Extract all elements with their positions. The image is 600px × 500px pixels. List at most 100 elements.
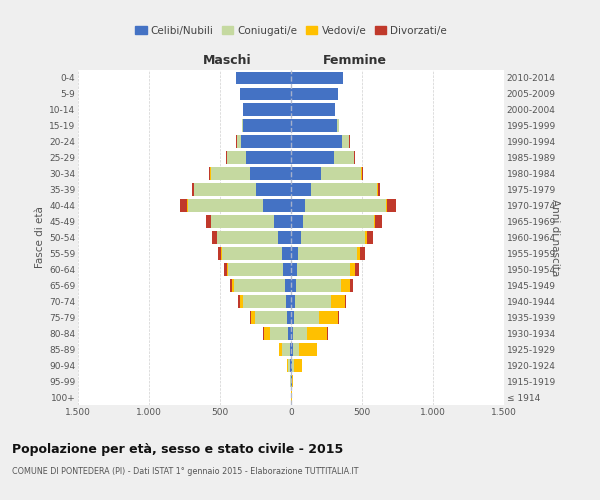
- Bar: [234, 279, 286, 291]
- Bar: [341, 279, 350, 291]
- Bar: [292, 358, 294, 372]
- Bar: [291, 295, 295, 308]
- Bar: [357, 247, 360, 260]
- Bar: [232, 279, 234, 291]
- Bar: [360, 247, 365, 260]
- Bar: [240, 88, 291, 101]
- Bar: [187, 199, 188, 212]
- Bar: [299, 343, 317, 355]
- Bar: [221, 247, 222, 260]
- Y-axis label: Anni di nascita: Anni di nascita: [550, 199, 560, 276]
- Bar: [305, 199, 386, 212]
- Text: COMUNE DI PONTEDERA (PI) - Dati ISTAT 1° gennaio 2015 - Elaborazione TUTTITALIA.: COMUNE DI PONTEDERA (PI) - Dati ISTAT 1°…: [12, 468, 359, 476]
- Bar: [243, 104, 291, 117]
- Bar: [279, 343, 282, 355]
- Bar: [345, 295, 346, 308]
- Bar: [288, 358, 290, 372]
- Bar: [238, 295, 239, 308]
- Bar: [386, 199, 388, 212]
- Bar: [228, 263, 283, 276]
- Bar: [286, 295, 291, 308]
- Bar: [291, 358, 292, 372]
- Bar: [362, 168, 363, 180]
- Bar: [242, 120, 243, 132]
- Bar: [307, 327, 327, 340]
- Bar: [274, 215, 291, 228]
- Bar: [192, 184, 194, 196]
- Bar: [291, 231, 301, 244]
- Bar: [355, 263, 359, 276]
- Bar: [388, 199, 396, 212]
- Bar: [296, 279, 341, 291]
- Bar: [286, 279, 291, 291]
- Bar: [290, 358, 291, 372]
- Bar: [282, 343, 290, 355]
- Bar: [227, 152, 245, 164]
- Bar: [283, 263, 291, 276]
- Bar: [311, 184, 377, 196]
- Bar: [377, 184, 380, 196]
- Bar: [211, 168, 250, 180]
- Bar: [209, 168, 211, 180]
- Bar: [319, 311, 338, 324]
- Bar: [291, 247, 298, 260]
- Text: Maschi: Maschi: [203, 54, 251, 68]
- Bar: [291, 199, 305, 212]
- Bar: [301, 231, 365, 244]
- Bar: [211, 215, 274, 228]
- Bar: [227, 263, 228, 276]
- Bar: [278, 231, 291, 244]
- Bar: [293, 327, 307, 340]
- Bar: [334, 152, 354, 164]
- Bar: [374, 215, 375, 228]
- Bar: [271, 327, 288, 340]
- Bar: [291, 136, 342, 148]
- Bar: [294, 358, 302, 372]
- Bar: [295, 295, 331, 308]
- Bar: [331, 295, 345, 308]
- Text: Popolazione per età, sesso e stato civile - 2015: Popolazione per età, sesso e stato civil…: [12, 442, 343, 456]
- Bar: [327, 327, 328, 340]
- Bar: [291, 72, 343, 85]
- Bar: [291, 168, 321, 180]
- Bar: [206, 215, 211, 228]
- Bar: [230, 279, 232, 291]
- Bar: [226, 152, 227, 164]
- Bar: [298, 247, 357, 260]
- Bar: [342, 136, 349, 148]
- Bar: [264, 327, 271, 340]
- Bar: [291, 104, 335, 117]
- Bar: [367, 231, 373, 244]
- Bar: [290, 343, 291, 355]
- Bar: [236, 72, 291, 85]
- Bar: [350, 263, 355, 276]
- Bar: [338, 311, 339, 324]
- Bar: [365, 231, 367, 244]
- Bar: [321, 168, 361, 180]
- Bar: [188, 199, 263, 212]
- Bar: [217, 231, 278, 244]
- Bar: [250, 168, 291, 180]
- Bar: [243, 295, 286, 308]
- Bar: [291, 152, 334, 164]
- Bar: [291, 215, 304, 228]
- Bar: [239, 295, 243, 308]
- Bar: [287, 358, 288, 372]
- Bar: [287, 311, 291, 324]
- Bar: [251, 311, 255, 324]
- Legend: Celibi/Nubili, Coniugati/e, Vedovi/e, Divorzati/e: Celibi/Nubili, Coniugati/e, Vedovi/e, Di…: [131, 22, 451, 40]
- Bar: [288, 327, 291, 340]
- Bar: [180, 199, 187, 212]
- Bar: [224, 263, 227, 276]
- Bar: [212, 231, 217, 244]
- Text: Femmine: Femmine: [323, 54, 387, 68]
- Bar: [291, 327, 293, 340]
- Bar: [194, 184, 256, 196]
- Bar: [243, 120, 291, 132]
- Bar: [237, 136, 241, 148]
- Bar: [375, 215, 382, 228]
- Bar: [294, 311, 319, 324]
- Bar: [241, 136, 291, 148]
- Bar: [293, 343, 299, 355]
- Bar: [282, 247, 291, 260]
